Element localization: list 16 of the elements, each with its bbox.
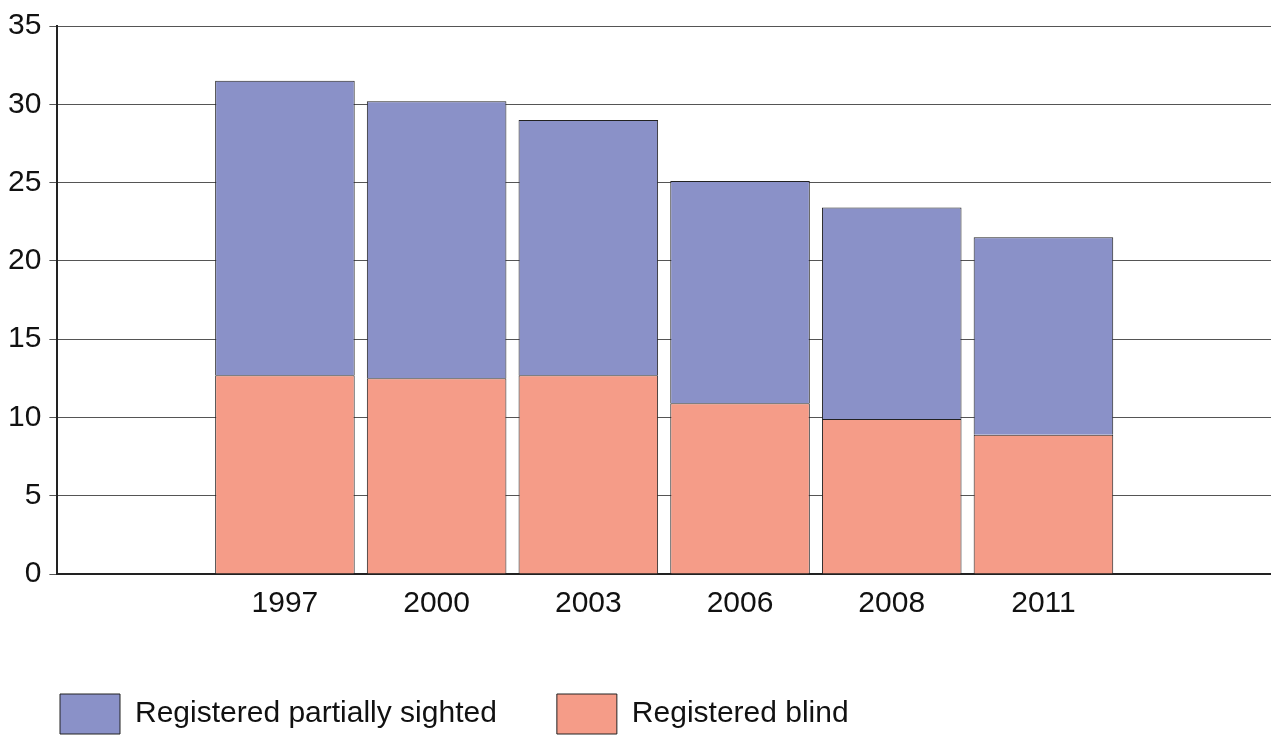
y-tick-label: 10 <box>7 398 42 432</box>
x-tick-label: 2000 <box>403 585 470 619</box>
y-tick-label: 30 <box>7 85 42 119</box>
y-tick-label: 35 <box>7 7 42 41</box>
y-tick-label: 15 <box>7 320 42 354</box>
y-tick-label: 0 <box>24 555 42 589</box>
x-tick-label: 2003 <box>554 585 622 619</box>
y-tick-label: 5 <box>24 476 42 510</box>
legend-label: Registered blind <box>631 695 849 729</box>
x-tick-label: 2008 <box>858 585 926 619</box>
y-tick-label: 20 <box>7 242 42 276</box>
y-tick-label: 25 <box>7 163 42 197</box>
x-tick-label: 1997 <box>251 585 319 619</box>
legend-label: Registered partially sighted <box>135 695 497 729</box>
x-tick-label: 2006 <box>706 585 774 619</box>
x-tick-label: 2011 <box>1011 585 1076 619</box>
